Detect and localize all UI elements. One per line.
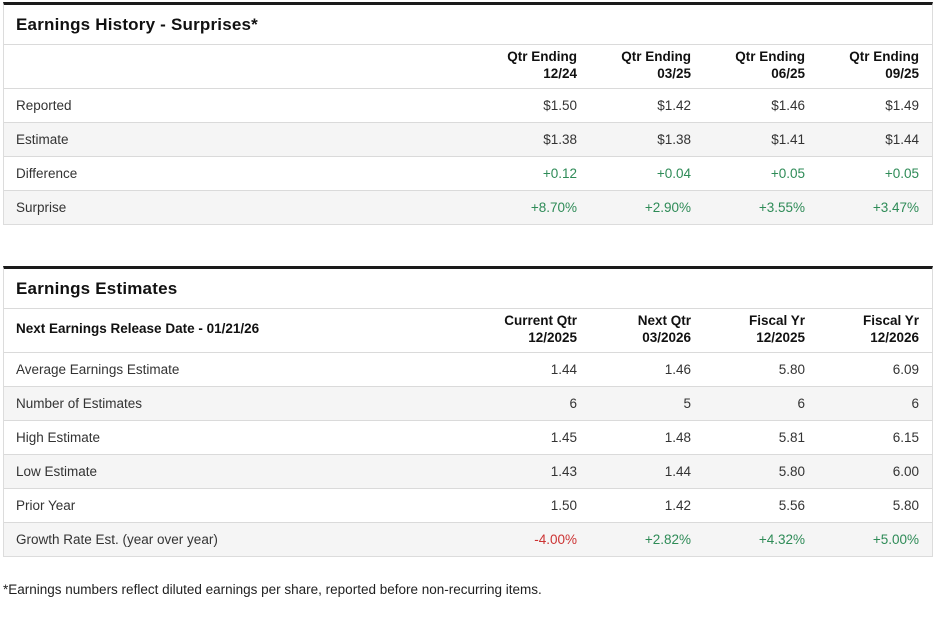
value-cell: $1.44 xyxy=(885,131,919,147)
value-cell: +0.04 xyxy=(656,165,691,181)
value-cell: $1.46 xyxy=(771,97,805,113)
row-label: Low Estimate xyxy=(16,463,98,479)
earnings-history-header-row: Qtr Ending 12/24 Qtr Ending 03/25 Qtr Endi… xyxy=(4,45,932,88)
column-header-line2: 12/2025 xyxy=(528,329,577,345)
value-cell: +8.70% xyxy=(530,199,577,215)
value-cell: 1.43 xyxy=(550,463,577,479)
value-cell: 1.44 xyxy=(550,361,577,377)
column-header-line1: Qtr Ending xyxy=(621,49,691,64)
table-row-estimate: Estimate $1.38 $1.38 $1.41 $1.44 xyxy=(4,122,932,157)
value-cell: +5.00% xyxy=(872,531,919,547)
table-row-difference: Difference +0.12 +0.04 +0.05 +0.05 xyxy=(4,156,932,190)
row-label: Average Earnings Estimate xyxy=(16,361,180,377)
table-row-low-estimate: Low Estimate 1.43 1.44 5.80 6.00 xyxy=(4,454,932,488)
value-cell: $1.41 xyxy=(771,131,805,147)
value-cell: 5.80 xyxy=(778,361,805,377)
value-cell: 5.80 xyxy=(778,463,805,479)
value-cell: 6.09 xyxy=(892,361,919,377)
column-header-line1: Fiscal Yr xyxy=(748,312,805,328)
column-header-qtr-06-25: Qtr Ending 06/25 xyxy=(704,45,818,88)
value-cell: 1.50 xyxy=(550,497,577,513)
value-cell: 6 xyxy=(797,395,805,411)
footnote: *Earnings numbers reflect diluted earnin… xyxy=(3,581,542,597)
column-header-line2: 12/24 xyxy=(543,65,577,81)
row-label: Number of Estimates xyxy=(16,395,143,411)
column-header-current-qtr: Current Qtr 12/2025 xyxy=(476,309,590,352)
column-header-next-qtr: Next Qtr 03/2026 xyxy=(590,309,704,352)
column-header-fiscal-yr-2026: Fiscal Yr 12/2026 xyxy=(818,309,932,352)
column-header-line1: Qtr Ending xyxy=(507,49,577,64)
column-header-line2: 06/25 xyxy=(771,65,805,81)
value-cell: $1.42 xyxy=(657,97,691,113)
row-label: Estimate xyxy=(16,131,69,147)
column-header-line2: 09/25 xyxy=(885,65,919,81)
row-label: Growth Rate Est. (year over year) xyxy=(16,531,218,547)
column-header-line2: 12/2026 xyxy=(870,329,919,345)
column-header-line2: 12/2025 xyxy=(756,329,805,345)
column-header-qtr-09-25: Qtr Ending 09/25 xyxy=(818,45,932,88)
value-cell: +0.12 xyxy=(542,165,577,181)
value-cell: +3.55% xyxy=(758,199,805,215)
column-header-line2: 03/2026 xyxy=(642,329,691,345)
row-label: Prior Year xyxy=(16,497,76,513)
value-cell: 6 xyxy=(911,395,919,411)
value-cell: +2.90% xyxy=(644,199,691,215)
value-cell: $1.50 xyxy=(543,97,577,113)
earnings-history-panel: Earnings History - Surprises* Qtr Ending… xyxy=(3,2,933,225)
earnings-estimates-header-row: Next Earnings Release Date - 01/21/26 Cu… xyxy=(4,309,932,352)
earnings-estimates-panel: Earnings Estimates Next Earnings Release… xyxy=(3,265,933,557)
table-row-prior-year: Prior Year 1.50 1.42 5.56 5.80 xyxy=(4,488,932,522)
value-cell: +0.05 xyxy=(770,165,805,181)
column-header-line2: 03/25 xyxy=(657,65,691,81)
row-label: Reported xyxy=(16,97,72,113)
value-cell: 1.42 xyxy=(664,497,691,513)
row-label: High Estimate xyxy=(16,429,101,445)
value-cell: 5 xyxy=(683,395,691,411)
corner-cell xyxy=(4,45,476,88)
column-header-line1: Fiscal Yr xyxy=(862,312,919,328)
table-row-surprise: Surprise +8.70% +2.90% +3.55% +3.47% xyxy=(4,190,932,224)
value-cell: +4.32% xyxy=(758,531,805,547)
column-header-line1: Qtr Ending xyxy=(735,49,805,64)
row-label: Surprise xyxy=(16,199,67,215)
column-header-qtr-12-24: Qtr Ending 12/24 xyxy=(476,45,590,88)
value-cell: +2.82% xyxy=(644,531,691,547)
value-cell: +3.47% xyxy=(872,199,919,215)
value-cell: 6.00 xyxy=(892,463,919,479)
value-cell: 1.45 xyxy=(550,429,577,445)
value-cell: 1.46 xyxy=(664,361,691,377)
value-cell: 6 xyxy=(569,395,577,411)
earnings-history-table: Qtr Ending 12/24 Qtr Ending 03/25 Qtr Endi… xyxy=(4,45,932,224)
value-cell: -4.00% xyxy=(534,531,577,547)
table-row-high-estimate: High Estimate 1.45 1.48 5.81 6.15 xyxy=(4,420,932,454)
row-label: Difference xyxy=(16,165,78,181)
value-cell: 5.56 xyxy=(778,497,805,513)
column-header-fiscal-yr-2025: Fiscal Yr 12/2025 xyxy=(704,309,818,352)
column-header-line1: Next Qtr xyxy=(637,312,691,328)
table-row-average-earnings-estimate: Average Earnings Estimate 1.44 1.46 5.80… xyxy=(4,352,932,386)
value-cell: 5.81 xyxy=(778,429,805,445)
table-row-reported: Reported $1.50 $1.42 $1.46 $1.49 xyxy=(4,88,932,122)
table-row-growth-rate-est: Growth Rate Est. (year over year) -4.00%… xyxy=(4,522,932,556)
value-cell: $1.38 xyxy=(543,131,577,147)
value-cell: +0.05 xyxy=(884,165,919,181)
earnings-estimates-title: Earnings Estimates xyxy=(4,269,932,309)
column-header-line1: Current Qtr xyxy=(504,312,577,328)
earnings-estimates-table: Next Earnings Release Date - 01/21/26 Cu… xyxy=(4,309,932,556)
value-cell: 6.15 xyxy=(892,429,919,445)
value-cell: $1.49 xyxy=(885,97,919,113)
value-cell: $1.38 xyxy=(657,131,691,147)
value-cell: 1.44 xyxy=(664,463,691,479)
column-header-line1: Qtr Ending xyxy=(849,49,919,64)
table-row-number-of-estimates: Number of Estimates 6 5 6 6 xyxy=(4,386,932,420)
value-cell: 1.48 xyxy=(664,429,691,445)
value-cell: 5.80 xyxy=(892,497,919,513)
earnings-history-title: Earnings History - Surprises* xyxy=(4,5,932,45)
column-header-qtr-03-25: Qtr Ending 03/25 xyxy=(590,45,704,88)
next-earnings-release-date: Next Earnings Release Date - 01/21/26 xyxy=(16,321,260,337)
